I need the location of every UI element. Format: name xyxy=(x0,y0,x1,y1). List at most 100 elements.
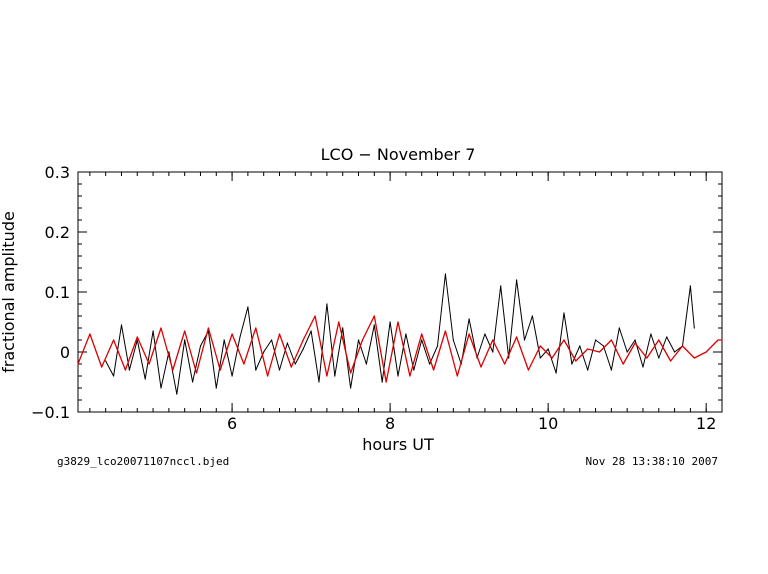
model-point xyxy=(302,339,304,341)
model-point xyxy=(610,339,612,341)
x-tick-label: 12 xyxy=(696,414,716,433)
observed-point xyxy=(523,339,526,341)
model-point xyxy=(551,357,553,359)
observed-point xyxy=(223,339,225,341)
observed-point xyxy=(381,381,383,383)
observed-point xyxy=(176,393,178,395)
x-tick-label: 6 xyxy=(227,414,237,433)
observed-point xyxy=(508,357,510,359)
observed-point xyxy=(594,339,597,341)
observed-point xyxy=(105,360,107,362)
observed-point xyxy=(342,327,344,329)
observed-point xyxy=(429,363,431,365)
model-point xyxy=(338,321,340,323)
observed-point xyxy=(310,330,312,332)
model-point xyxy=(681,345,684,347)
y-axis-label: fractional amplitude xyxy=(0,211,18,373)
x-tick-label: 8 xyxy=(385,414,395,433)
y-tick-label: 0.1 xyxy=(45,283,70,302)
model-point xyxy=(195,372,198,374)
model-point xyxy=(444,330,447,332)
model-point xyxy=(670,360,672,362)
model-point xyxy=(456,375,458,377)
model-point xyxy=(646,357,648,359)
observed-point xyxy=(421,339,423,341)
model-point xyxy=(278,333,281,335)
observed-point xyxy=(642,366,644,368)
model-point xyxy=(77,363,79,365)
observed-point xyxy=(531,315,533,317)
observed-point xyxy=(610,369,612,371)
observed-point xyxy=(500,285,502,287)
model-point xyxy=(634,342,636,344)
observed-point xyxy=(365,363,368,365)
observed-point xyxy=(389,321,391,323)
observed-point xyxy=(160,387,162,389)
observed-point xyxy=(184,339,186,341)
model-point xyxy=(598,351,601,353)
model-point xyxy=(267,375,269,377)
model-point xyxy=(721,339,723,341)
series-model-line xyxy=(77,315,722,383)
observed-point xyxy=(468,318,470,320)
footer-timestamp: Nov 28 13:38:10 2007 xyxy=(586,455,718,468)
observed-point xyxy=(294,363,296,365)
y-tick-label: 0.2 xyxy=(45,223,70,242)
model-point xyxy=(219,369,221,371)
observed-point xyxy=(492,351,494,353)
observed-point xyxy=(270,339,273,341)
model-point xyxy=(148,363,150,365)
y-tick-label: 0.3 xyxy=(45,163,70,182)
observed-point xyxy=(286,342,288,344)
x-tick-label: 10 xyxy=(538,414,558,433)
model-point xyxy=(172,369,174,371)
model-point xyxy=(136,336,138,338)
footer-filename: g3829_lco20071107nccl.bjed xyxy=(57,455,229,468)
model-point xyxy=(207,327,209,329)
observed-point xyxy=(120,324,123,326)
model-point xyxy=(361,339,364,341)
model-point xyxy=(231,333,233,335)
model-point xyxy=(409,375,411,377)
observed-point xyxy=(452,339,454,341)
observed-point xyxy=(239,336,241,338)
observed-point xyxy=(673,351,676,353)
model-point xyxy=(350,372,352,374)
model-point xyxy=(480,366,482,368)
observed-point xyxy=(618,327,620,329)
series-observed-line xyxy=(105,273,695,395)
observed-point xyxy=(555,372,557,374)
observed-point xyxy=(666,336,668,338)
model-point xyxy=(421,333,423,335)
observed-point xyxy=(247,306,249,308)
observed-point xyxy=(112,375,115,377)
observed-point xyxy=(515,279,518,281)
model-point xyxy=(160,327,162,329)
observed-point xyxy=(334,375,336,377)
observed-point xyxy=(144,378,146,380)
observed-point xyxy=(373,324,375,326)
observed-point xyxy=(547,348,549,350)
model-point xyxy=(622,363,624,365)
observed-point xyxy=(413,369,415,371)
observed-point xyxy=(436,345,439,347)
chart-title: LCO − November 7 xyxy=(321,145,476,164)
plot-frame xyxy=(77,171,723,413)
observed-point xyxy=(579,345,581,347)
observed-point xyxy=(168,351,170,353)
model-point xyxy=(243,363,245,365)
observed-point xyxy=(152,330,154,332)
observed-point xyxy=(689,285,691,287)
model-point xyxy=(587,348,589,350)
model-point xyxy=(527,369,530,371)
observed-point xyxy=(357,339,360,341)
model-point xyxy=(373,315,375,317)
observed-point xyxy=(405,333,407,335)
y-tick-label: 0 xyxy=(60,343,70,362)
observed-point xyxy=(128,369,130,371)
model-point xyxy=(705,351,707,353)
model-point xyxy=(717,339,719,341)
observed-point xyxy=(318,381,320,383)
observed-point xyxy=(658,357,660,359)
model-point xyxy=(255,327,257,329)
